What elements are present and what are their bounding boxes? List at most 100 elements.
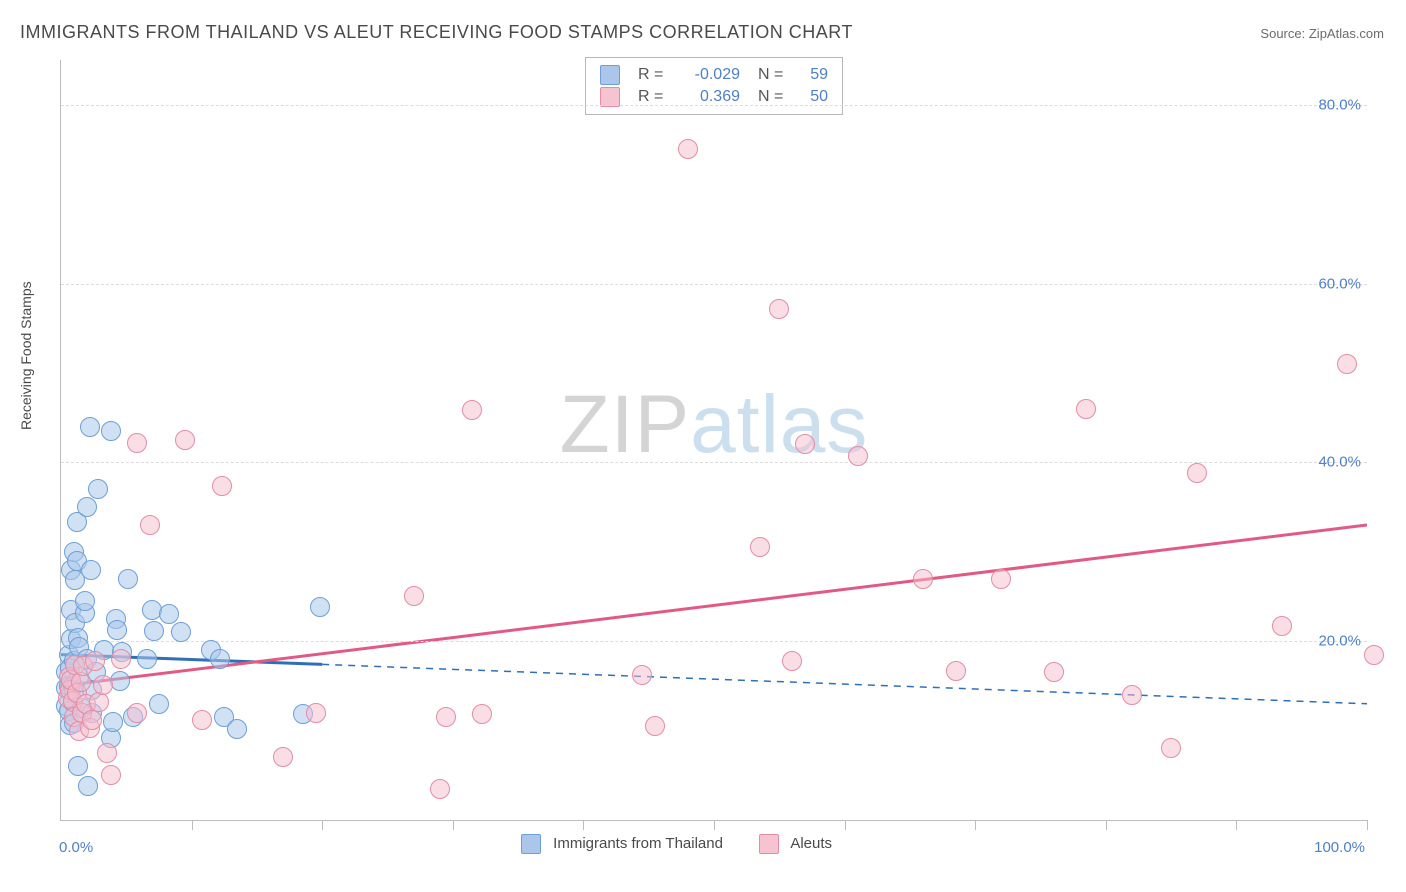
gridline	[61, 462, 1367, 463]
x-tick	[453, 820, 454, 830]
swatch-thailand-icon	[521, 834, 541, 854]
data-point-aleuts	[89, 692, 109, 712]
data-point-thailand	[137, 649, 157, 669]
data-point-aleuts	[93, 675, 113, 695]
data-point-thailand	[81, 560, 101, 580]
data-point-thailand	[68, 756, 88, 776]
data-point-aleuts	[769, 299, 789, 319]
data-point-aleuts	[430, 779, 450, 799]
data-point-aleuts	[678, 139, 698, 159]
data-point-aleuts	[632, 665, 652, 685]
x-axis-max-label: 100.0%	[1314, 839, 1365, 856]
y-tick-label: 40.0%	[1318, 454, 1361, 471]
y-tick-label: 60.0%	[1318, 275, 1361, 292]
stats-row-thailand: R = -0.029 N = 59	[600, 64, 828, 86]
swatch-thailand-icon	[600, 65, 620, 85]
chart-container: IMMIGRANTS FROM THAILAND VS ALEUT RECEIV…	[0, 0, 1406, 892]
y-tick-label: 80.0%	[1318, 96, 1361, 113]
x-tick	[845, 820, 846, 830]
x-tick	[975, 820, 976, 830]
data-point-aleuts	[991, 569, 1011, 589]
chart-title: IMMIGRANTS FROM THAILAND VS ALEUT RECEIV…	[20, 22, 853, 43]
data-point-thailand	[80, 417, 100, 437]
swatch-aleuts-icon	[759, 834, 779, 854]
n-label: N =	[758, 64, 784, 86]
data-point-aleuts	[462, 400, 482, 420]
y-tick-label: 20.0%	[1318, 633, 1361, 650]
data-point-aleuts	[946, 661, 966, 681]
data-point-aleuts	[82, 710, 102, 730]
gridline	[61, 105, 1367, 106]
x-tick	[714, 820, 715, 830]
legend-item-thailand: Immigrants from Thailand	[521, 834, 723, 854]
data-point-thailand	[88, 479, 108, 499]
watermark-zip: ZIP	[560, 379, 691, 470]
data-point-aleuts	[212, 476, 232, 496]
legend-label-aleuts: Aleuts	[790, 835, 832, 852]
data-point-thailand	[310, 597, 330, 617]
x-tick	[1236, 820, 1237, 830]
data-point-aleuts	[1337, 354, 1357, 374]
trendlines-layer	[61, 60, 1367, 820]
data-point-thailand	[110, 671, 130, 691]
data-point-aleuts	[1272, 616, 1292, 636]
gridline	[61, 284, 1367, 285]
data-point-aleuts	[306, 703, 326, 723]
data-point-aleuts	[111, 649, 131, 669]
data-point-aleuts	[1187, 463, 1207, 483]
source-label: Source:	[1260, 26, 1305, 41]
data-point-thailand	[78, 776, 98, 796]
legend-item-aleuts: Aleuts	[759, 834, 832, 854]
x-tick	[322, 820, 323, 830]
data-point-aleuts	[1044, 662, 1064, 682]
data-point-aleuts	[127, 433, 147, 453]
watermark-atlas: atlas	[690, 379, 868, 470]
n-value-thailand: 59	[794, 64, 828, 86]
data-point-aleuts	[192, 710, 212, 730]
trendline-extrapolated-thailand	[322, 664, 1367, 703]
data-point-aleuts	[273, 747, 293, 767]
source-value: ZipAtlas.com	[1309, 26, 1384, 41]
x-tick	[192, 820, 193, 830]
data-point-thailand	[210, 649, 230, 669]
legend-label-thailand: Immigrants from Thailand	[553, 835, 723, 852]
data-point-aleuts	[1122, 685, 1142, 705]
r-label: R =	[638, 64, 664, 86]
data-point-thailand	[103, 712, 123, 732]
data-point-thailand	[101, 421, 121, 441]
data-point-aleuts	[436, 707, 456, 727]
data-point-aleuts	[140, 515, 160, 535]
data-point-aleuts	[795, 434, 815, 454]
r-value-thailand: -0.029	[674, 64, 740, 86]
data-point-aleuts	[1161, 738, 1181, 758]
data-point-aleuts	[85, 651, 105, 671]
y-axis-label: Receiving Food Stamps	[18, 281, 34, 430]
data-point-aleuts	[848, 446, 868, 466]
data-point-aleuts	[913, 569, 933, 589]
data-point-thailand	[171, 622, 191, 642]
x-axis-min-label: 0.0%	[59, 839, 93, 856]
data-point-aleuts	[127, 703, 147, 723]
watermark: ZIPatlas	[560, 378, 869, 472]
trendline-aleuts	[61, 525, 1367, 686]
data-point-thailand	[75, 591, 95, 611]
x-tick	[583, 820, 584, 830]
data-point-thailand	[159, 604, 179, 624]
data-point-thailand	[118, 569, 138, 589]
stats-legend: R = -0.029 N = 59 R = 0.369 N = 50	[585, 57, 843, 115]
x-tick	[1367, 820, 1368, 830]
source-credit: Source: ZipAtlas.com	[1260, 26, 1384, 41]
data-point-aleuts	[97, 743, 117, 763]
data-point-aleuts	[1076, 399, 1096, 419]
data-point-thailand	[77, 497, 97, 517]
data-point-aleuts	[750, 537, 770, 557]
x-tick	[1106, 820, 1107, 830]
data-point-aleuts	[175, 430, 195, 450]
data-point-aleuts	[404, 586, 424, 606]
plot-area: ZIPatlas R = -0.029 N = 59 R = 0.369 N =…	[60, 60, 1367, 821]
data-point-thailand	[227, 719, 247, 739]
gridline	[61, 641, 1367, 642]
data-point-aleuts	[782, 651, 802, 671]
series-legend: Immigrants from Thailand Aleuts	[521, 834, 832, 854]
data-point-thailand	[107, 620, 127, 640]
